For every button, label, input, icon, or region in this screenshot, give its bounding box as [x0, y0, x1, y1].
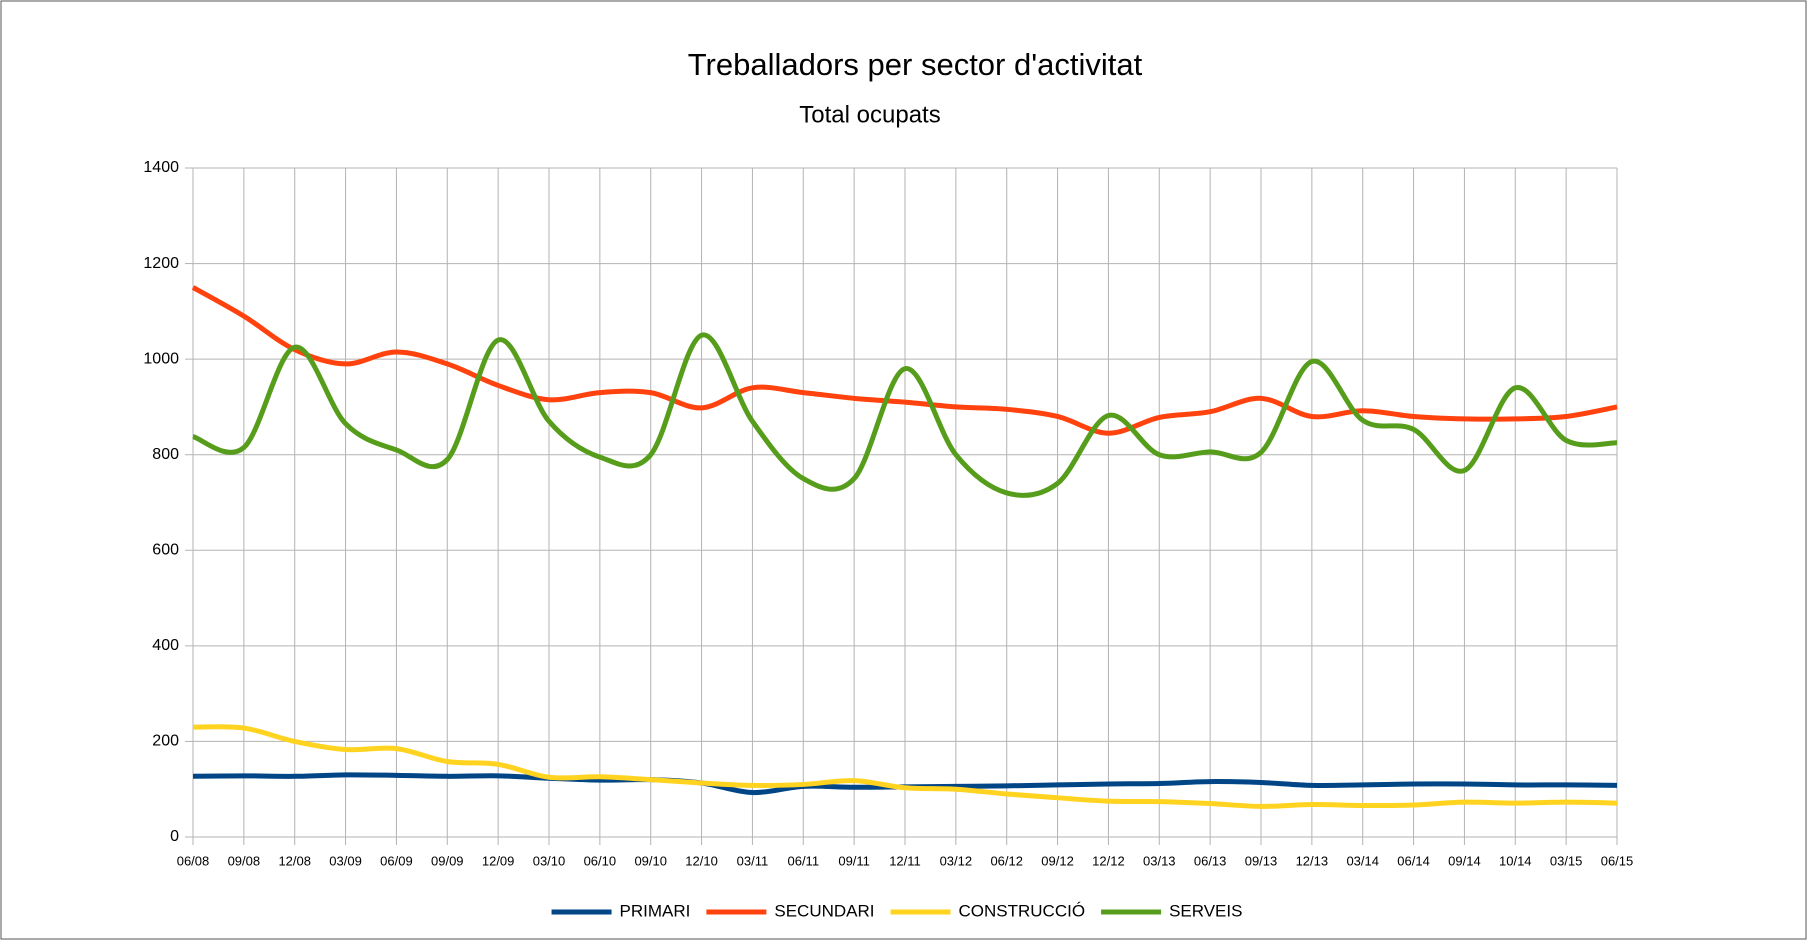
legend-label: SECUNDARI — [774, 901, 874, 920]
y-tick-label: 200 — [152, 733, 179, 750]
x-tick-label: 12/11 — [889, 853, 921, 868]
x-tick-label: 06/14 — [1397, 853, 1430, 868]
x-tick-label: 06/09 — [380, 853, 413, 868]
x-tick-label: 09/08 — [228, 853, 261, 868]
x-tick-label: 06/10 — [584, 853, 617, 868]
x-tick-label: 03/14 — [1346, 853, 1379, 868]
series-line — [191, 285, 1618, 436]
x-tick-label: 09/14 — [1448, 853, 1481, 868]
x-tick-label: 09/12 — [1041, 853, 1074, 868]
y-tick-label: 1000 — [143, 350, 179, 367]
x-tick-label: 03/12 — [940, 853, 973, 868]
legend-label: SERVEIS — [1169, 901, 1242, 920]
x-tick-label: 09/10 — [634, 853, 667, 868]
chart-title: Treballadors per sector d'activitat — [688, 47, 1143, 82]
x-tick-label: 06/11 — [787, 853, 819, 868]
chart-subtitle: Total ocupats — [799, 101, 940, 128]
y-tick-label: 1200 — [143, 255, 179, 272]
x-tick-label: 12/12 — [1092, 853, 1125, 868]
series-line — [192, 724, 1618, 809]
x-tick-label: 12/08 — [278, 853, 311, 868]
series-line — [192, 332, 1618, 498]
y-tick-label: 0 — [170, 828, 179, 845]
y-tick-label: 400 — [152, 637, 179, 654]
x-tick-label: 12/10 — [685, 853, 718, 868]
x-tick-label: 06/08 — [177, 853, 210, 868]
x-tick-label: 10/14 — [1499, 853, 1532, 868]
y-tick-label: 600 — [152, 542, 179, 559]
x-tick-label: 09/11 — [838, 853, 870, 868]
x-tick-label: 06/15 — [1601, 853, 1634, 868]
y-tick-label: 1400 — [143, 159, 179, 176]
x-tick-label: 03/13 — [1143, 853, 1176, 868]
x-tick-label: 03/10 — [533, 853, 566, 868]
legend-label: PRIMARI — [620, 901, 691, 920]
x-tick-label: 03/09 — [329, 853, 362, 868]
x-tick-label: 09/13 — [1245, 853, 1278, 868]
x-tick-label: 03/11 — [737, 853, 769, 868]
x-tick-label: 03/15 — [1550, 853, 1583, 868]
x-tick-label: 06/13 — [1194, 853, 1227, 868]
x-tick-label: 12/13 — [1296, 853, 1329, 868]
x-tick-label: 12/09 — [482, 853, 515, 868]
x-tick-label: 09/09 — [431, 853, 464, 868]
legend-label: CONSTRUCCIÓ — [959, 901, 1086, 920]
x-tick-label: 06/12 — [990, 853, 1023, 868]
y-tick-label: 800 — [152, 446, 179, 463]
